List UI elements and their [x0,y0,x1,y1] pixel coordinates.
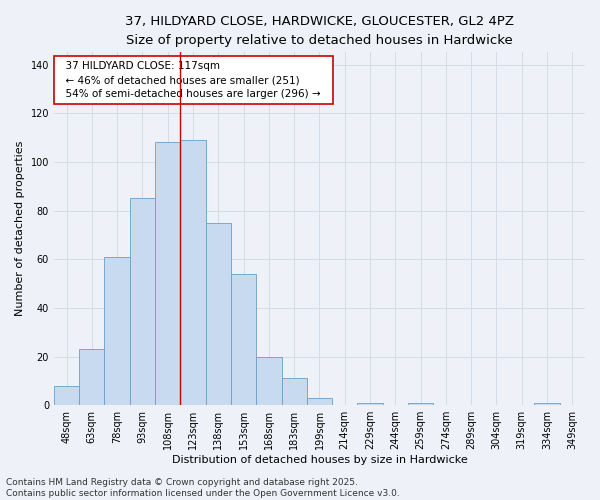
Bar [206,222,231,405]
Bar [130,198,155,405]
Bar [358,403,383,405]
X-axis label: Distribution of detached houses by size in Hardwicke: Distribution of detached houses by size … [172,455,467,465]
Bar [535,403,560,405]
Bar [155,142,181,405]
Bar [79,349,104,405]
Title: 37, HILDYARD CLOSE, HARDWICKE, GLOUCESTER, GL2 4PZ
Size of property relative to : 37, HILDYARD CLOSE, HARDWICKE, GLOUCESTE… [125,15,514,47]
Text: Contains HM Land Registry data © Crown copyright and database right 2025.
Contai: Contains HM Land Registry data © Crown c… [6,478,400,498]
Bar [408,403,433,405]
Bar [181,140,206,405]
Bar [256,356,281,405]
Bar [104,257,130,405]
Y-axis label: Number of detached properties: Number of detached properties [15,141,25,316]
Bar [54,386,79,405]
Bar [231,274,256,405]
Text: 37 HILDYARD CLOSE: 117sqm  
  ← 46% of detached houses are smaller (251)  
  54%: 37 HILDYARD CLOSE: 117sqm ← 46% of detac… [59,61,328,99]
Bar [307,398,332,405]
Bar [281,378,307,405]
